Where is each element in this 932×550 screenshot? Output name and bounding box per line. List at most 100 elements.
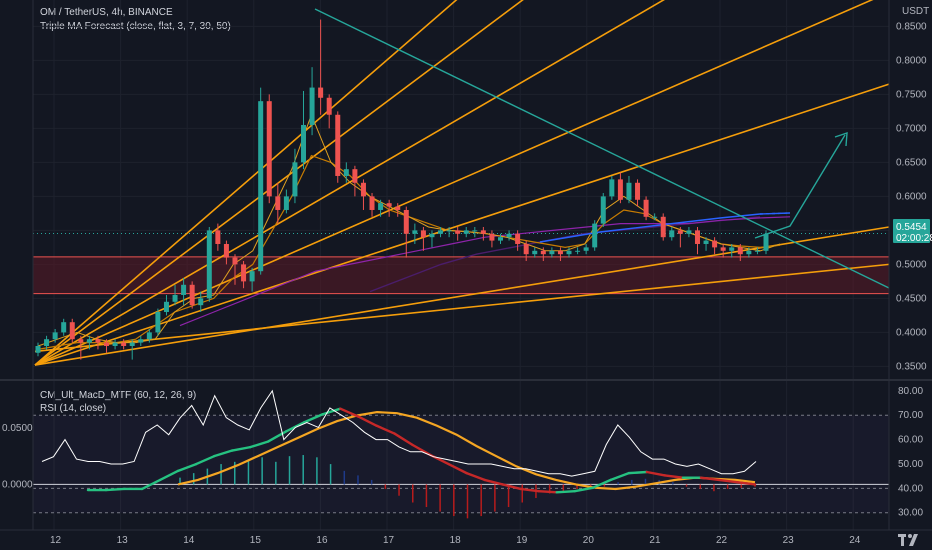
macd-line-segment bbox=[212, 449, 234, 458]
macd-line-segment bbox=[573, 486, 594, 493]
candle-body bbox=[523, 243, 529, 255]
candle-body bbox=[292, 162, 298, 197]
macd-line-segment bbox=[483, 478, 504, 486]
candle-body bbox=[232, 257, 238, 265]
candle-body bbox=[61, 322, 67, 333]
candle-body bbox=[703, 240, 709, 244]
macd-tick-label: 0.0500 bbox=[2, 423, 33, 434]
candle-body bbox=[378, 203, 384, 210]
candle-body bbox=[429, 233, 435, 238]
fan-line bbox=[34, 0, 666, 366]
candle-body bbox=[540, 250, 546, 255]
candle-body bbox=[121, 342, 127, 346]
macd-line-segment bbox=[609, 471, 631, 482]
candle-body bbox=[669, 230, 675, 238]
support-zone bbox=[33, 233, 889, 295]
rsi-legend[interactable]: RSI (14, close) bbox=[40, 403, 107, 414]
rsi-tick-label: 40.00 bbox=[898, 483, 923, 494]
price-tick-label: 0.5000 bbox=[896, 259, 927, 270]
candle-body bbox=[643, 199, 649, 217]
candle-body bbox=[52, 332, 58, 340]
macd-line-segment bbox=[735, 480, 757, 486]
forecast-arrowhead bbox=[834, 132, 848, 147]
macd-line-segment bbox=[663, 474, 685, 479]
candles bbox=[35, 19, 769, 360]
candle-body bbox=[515, 233, 521, 244]
x-tick-label: 23 bbox=[783, 535, 795, 546]
candle-body bbox=[318, 87, 324, 98]
candle-body bbox=[566, 250, 572, 255]
x-tick-label: 12 bbox=[50, 535, 62, 546]
x-tick-label: 15 bbox=[250, 535, 262, 546]
candle-body bbox=[386, 203, 392, 207]
macd-line-segment bbox=[285, 421, 306, 433]
last-price-tag: 0.5454 02:00:28 bbox=[893, 219, 932, 244]
fan-line bbox=[34, 263, 890, 353]
candle-body bbox=[78, 339, 84, 343]
macd-line-segment bbox=[104, 487, 126, 492]
candle-body bbox=[352, 169, 358, 183]
candle-body bbox=[266, 101, 272, 197]
macd-line-segment bbox=[717, 478, 739, 484]
candle-body bbox=[420, 230, 426, 238]
candle-body bbox=[155, 311, 161, 333]
macd-line-segment bbox=[591, 478, 612, 490]
candle-body bbox=[677, 230, 683, 234]
candle-body bbox=[395, 206, 401, 210]
zone-rect bbox=[33, 256, 889, 294]
macd-line-segment bbox=[501, 483, 522, 491]
symbol-legend[interactable]: OM / TetherUS, 4h, BINANCE bbox=[40, 7, 173, 18]
candle-body bbox=[583, 247, 589, 251]
macd-line-segment bbox=[231, 445, 252, 452]
candle-body bbox=[44, 339, 50, 346]
candle-body bbox=[35, 345, 41, 353]
candle-body bbox=[326, 97, 332, 115]
trend-lines bbox=[314, 8, 890, 289]
candle-body bbox=[626, 182, 632, 200]
candle-body bbox=[360, 182, 366, 197]
macd-legend[interactable]: CM_Ult_MacD_MTF (60, 12, 26, 9) bbox=[40, 390, 197, 401]
moving-averages bbox=[37, 113, 791, 350]
candle-body bbox=[95, 339, 101, 343]
candle-body bbox=[660, 216, 666, 238]
tradingview-logo-icon[interactable] bbox=[898, 534, 918, 546]
price-tick-label: 0.6000 bbox=[896, 191, 927, 202]
price-tick-label: 0.8000 bbox=[896, 55, 927, 66]
fan-line bbox=[34, 0, 874, 366]
macd-tick-label: 0.0000 bbox=[2, 479, 33, 490]
candle-body bbox=[609, 179, 615, 197]
lower-pane bbox=[33, 389, 889, 519]
candle-body bbox=[497, 237, 503, 241]
macd-line-segment bbox=[645, 470, 667, 477]
fan-line bbox=[34, 0, 458, 366]
candle-body bbox=[506, 233, 512, 238]
fan-line bbox=[34, 83, 890, 366]
macd-line-segment bbox=[393, 432, 414, 447]
ma-forecast-blue bbox=[539, 212, 791, 243]
price-tick-label: 0.8500 bbox=[896, 21, 927, 32]
candle-body bbox=[249, 271, 255, 282]
fan-lines bbox=[34, 0, 890, 366]
macd-line-segment bbox=[465, 471, 486, 482]
price-tick-label: 0.3500 bbox=[896, 361, 927, 372]
macd-line-segment bbox=[321, 407, 342, 416]
ma-forecast-dashed bbox=[759, 212, 791, 215]
candle-body bbox=[206, 230, 212, 299]
macd-line-segment bbox=[627, 470, 649, 475]
candle-body bbox=[712, 240, 718, 248]
macd-line-segment bbox=[699, 476, 721, 482]
price-tick-label: 0.7500 bbox=[896, 89, 927, 100]
macd-line-segment bbox=[537, 490, 558, 494]
candle-body bbox=[309, 87, 315, 125]
candle-body bbox=[104, 342, 110, 346]
candle-body bbox=[754, 250, 760, 252]
candle-body bbox=[438, 230, 444, 234]
rsi-band bbox=[33, 415, 889, 513]
candle-body bbox=[412, 230, 418, 234]
price-tick-label: 0.4000 bbox=[896, 327, 927, 338]
macd-line-segment bbox=[555, 490, 576, 494]
candle-body bbox=[369, 196, 375, 210]
candle-body bbox=[189, 284, 195, 306]
